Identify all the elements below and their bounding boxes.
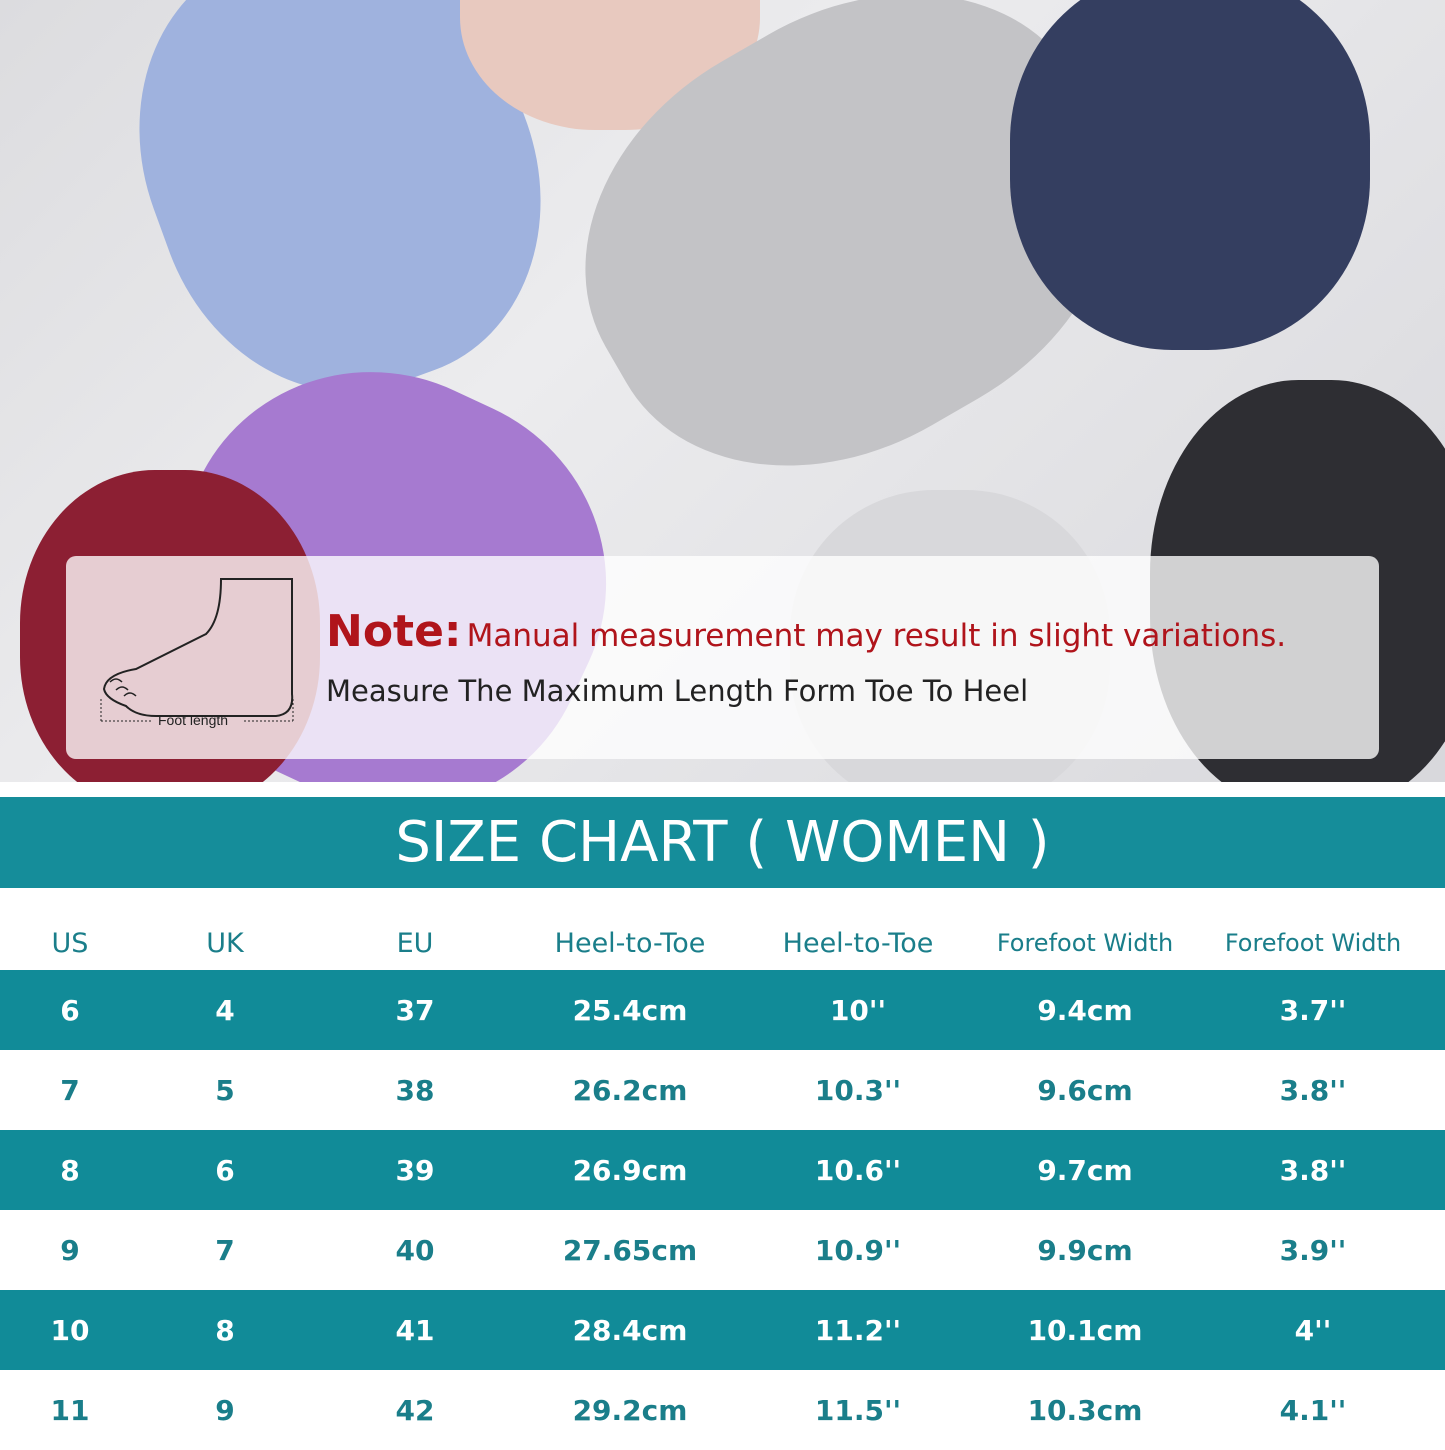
slipper-navy [1010,0,1370,350]
measure-instruction: Measure The Maximum Length Form Toe To H… [326,674,1029,708]
column-header: Heel-to-Toe [554,927,706,959]
foot-length-label: Foot length [158,712,229,728]
table-cell: 37 [395,993,435,1027]
table-cell: 7 [215,1233,235,1267]
table-cell: 4'' [1294,1313,1332,1347]
table-cell: 10 [50,1313,90,1347]
note-text: Manual measurement may result in slight … [466,618,1287,654]
column-header: EU [396,927,434,959]
table-cell: 10.3'' [814,1073,902,1107]
table-cell: 9.7cm [1037,1153,1133,1187]
table-cell: 29.2cm [572,1393,688,1427]
product-photo: Foot length Note: Manual measurement may… [0,0,1445,782]
table-cell: 9.6cm [1037,1073,1133,1107]
table-cell: 10.9'' [814,1233,902,1267]
table-cell: 5 [215,1073,235,1107]
table-row: 6 4 37 25.4cm 10'' 9.4cm 3.7'' [0,970,1445,1050]
table-cell: 27.65cm [562,1233,698,1267]
size-chart-title: SIZE CHART ( WOMEN ) [0,797,1445,888]
table-row: 7 5 38 26.2cm 10.3'' 9.6cm 3.8'' [0,1050,1445,1130]
table-cell: 40 [395,1233,435,1267]
table-cell: 10'' [829,993,887,1027]
note-label: Note: [326,606,462,657]
table-cell: 8 [215,1313,235,1347]
table-cell: 9.4cm [1037,993,1133,1027]
table-cell: 26.2cm [572,1073,688,1107]
table-cell: 10.3cm [1027,1393,1143,1427]
table-cell: 7 [60,1073,80,1107]
column-header: US [51,927,89,959]
table-cell: 11.5'' [814,1393,902,1427]
table-header-row: US UK EU Heel-to-Toe Heel-to-Toe Forefoot Wid… [0,903,1445,983]
column-header: UK [206,927,244,959]
column-header: Forefoot Width [1224,929,1402,957]
table-cell: 10.6'' [814,1153,902,1187]
table-cell: 42 [395,1393,435,1427]
table-cell: 4 [215,993,235,1027]
table-cell: 9 [215,1393,235,1427]
table-cell: 3.7'' [1279,993,1347,1027]
note-panel: Foot length Note: Manual measurement may… [66,556,1379,759]
note-line: Note: Manual measurement may result in s… [326,606,1286,657]
column-header: Forefoot Width [996,929,1174,957]
table-cell: 9 [60,1233,80,1267]
table-cell: 25.4cm [572,993,688,1027]
table-cell: 6 [215,1153,235,1187]
table-cell: 39 [395,1153,435,1187]
foot-diagram-icon [100,578,294,722]
table-cell: 11.2'' [814,1313,902,1347]
table-cell: 3.8'' [1279,1073,1347,1107]
table-cell: 3.8'' [1279,1153,1347,1187]
table-cell: 38 [395,1073,435,1107]
table-cell: 8 [60,1153,80,1187]
table-cell: 6 [60,993,80,1027]
column-header: Heel-to-Toe [782,927,934,959]
table-cell: 28.4cm [572,1313,688,1347]
table-cell: 9.9cm [1037,1233,1133,1267]
table-cell: 10.1cm [1027,1313,1143,1347]
table-row: 10 8 41 28.4cm 11.2'' 10.1cm 4'' [0,1290,1445,1370]
table-row: 8 6 39 26.9cm 10.6'' 9.7cm 3.8'' [0,1130,1445,1210]
table-row: 9 7 40 27.65cm 10.9'' 9.9cm 3.9'' [0,1210,1445,1290]
table-cell: 11 [50,1393,90,1427]
table-cell: 41 [395,1313,435,1347]
table-cell: 3.9'' [1279,1233,1347,1267]
table-cell: 26.9cm [572,1153,688,1187]
table-cell: 4.1'' [1279,1393,1347,1427]
table-row: 11 9 42 29.2cm 11.5'' 10.3cm 4.1'' [0,1370,1445,1450]
